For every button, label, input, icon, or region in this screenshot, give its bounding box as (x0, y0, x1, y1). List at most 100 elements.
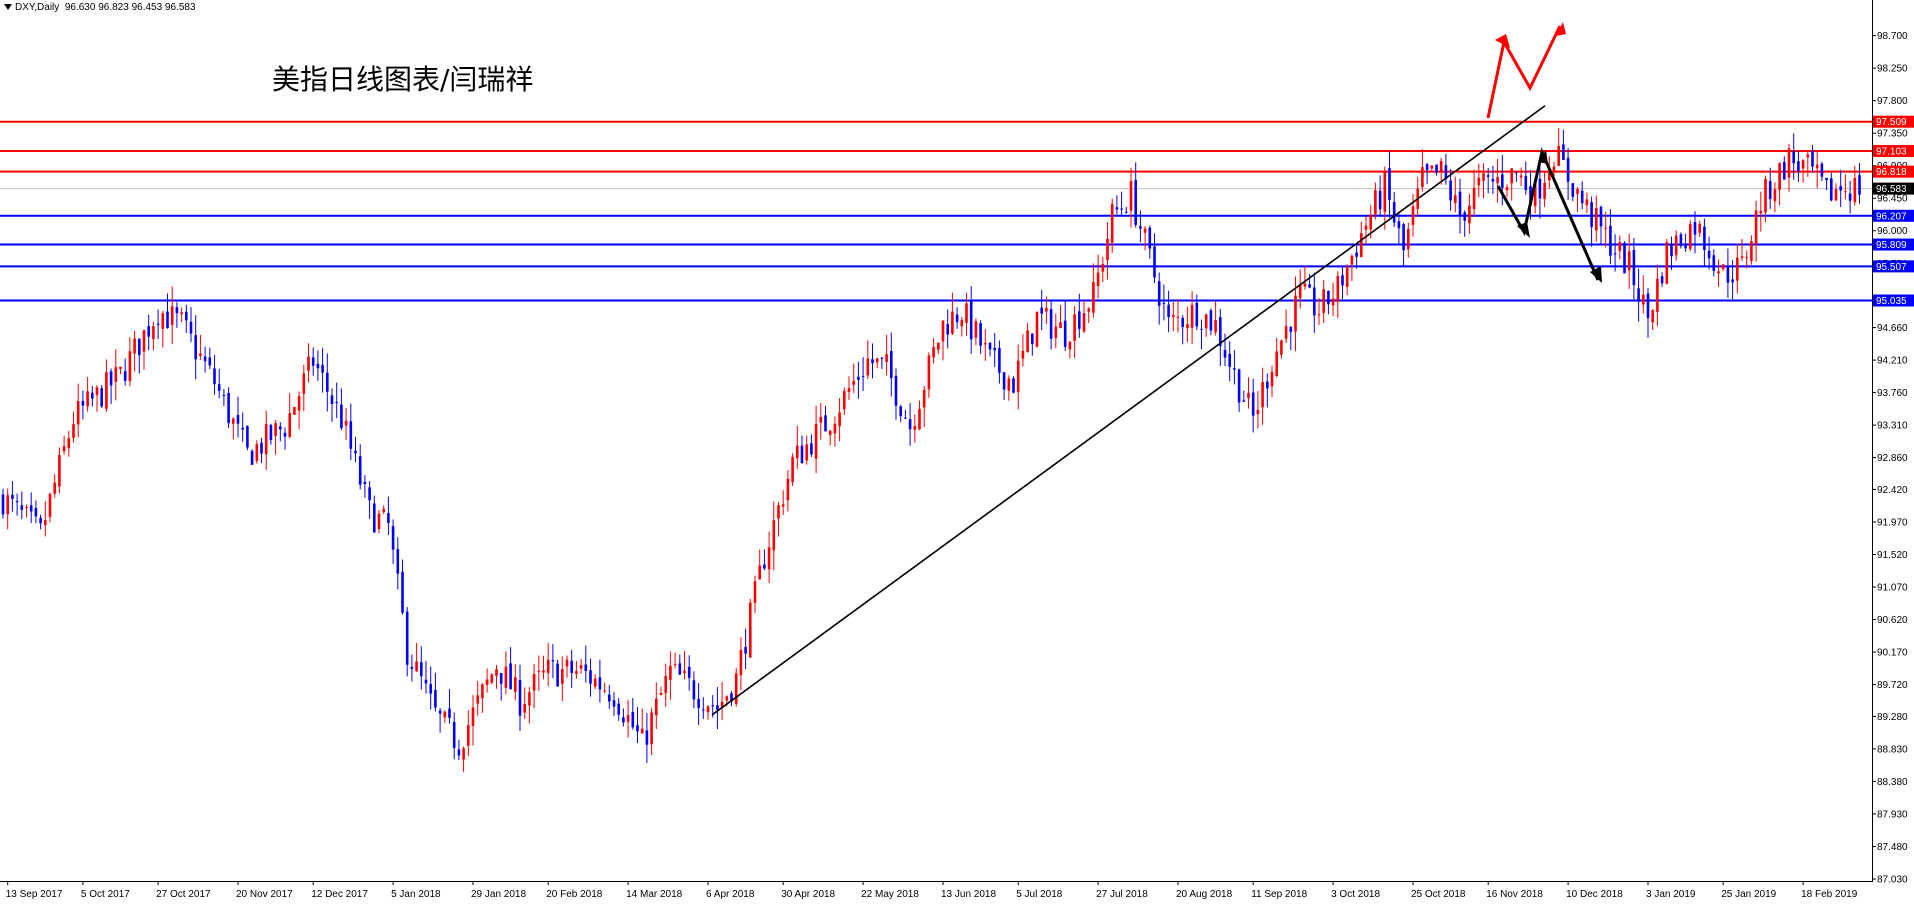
candle (1510, 167, 1513, 201)
candle (1068, 341, 1072, 359)
candle (11, 480, 14, 512)
candle (1134, 162, 1137, 228)
candle (1383, 166, 1387, 230)
candle (269, 423, 273, 445)
candle (1679, 232, 1683, 249)
candle (476, 680, 479, 716)
candle (462, 746, 465, 773)
candle (1087, 306, 1090, 324)
candle (1129, 167, 1133, 228)
svg-text:95.507: 95.507 (1876, 262, 1907, 273)
time-ticks: 13 Sep 2017 5 Oct 2017 27 Oct 2017 20 Nov 2… (6, 881, 1858, 900)
candle (311, 347, 315, 376)
candle (758, 549, 761, 580)
candle (471, 695, 475, 746)
candle (1698, 220, 1701, 238)
candle (340, 388, 343, 431)
candle (1590, 196, 1593, 247)
candle (1665, 238, 1669, 285)
candle (969, 286, 973, 354)
svg-text:95.035: 95.035 (1876, 296, 1907, 307)
candle (692, 671, 696, 709)
candle (1449, 168, 1452, 211)
candle (255, 440, 259, 464)
time-tick-label: 18 Feb 2019 (1801, 889, 1858, 900)
candle (772, 501, 776, 571)
price-tick-label: 98.250 (1877, 64, 1908, 75)
candle (161, 310, 165, 348)
candle (871, 343, 874, 379)
candle (1740, 239, 1744, 261)
candle (448, 689, 451, 724)
ohlc-readout: 96.630 96.823 96.453 96.583 (64, 2, 196, 13)
candle (857, 361, 860, 399)
candle (335, 382, 338, 419)
candle (561, 656, 564, 702)
candle (1195, 294, 1199, 331)
candle (1214, 300, 1217, 336)
candle (48, 492, 52, 523)
candle (133, 330, 136, 372)
candle (1585, 192, 1589, 214)
candle (1646, 288, 1650, 338)
resistance-level-label: 97.103 (1873, 145, 1914, 158)
candle (941, 320, 945, 361)
candle (67, 430, 71, 457)
candle (1101, 256, 1105, 283)
support-level-label: 95.035 (1873, 294, 1914, 307)
candle (1623, 241, 1626, 274)
candle (786, 469, 790, 512)
trendline[interactable] (711, 105, 1546, 716)
candle (424, 661, 428, 694)
candle (279, 422, 282, 442)
candle (1703, 218, 1706, 267)
time-tick-label: 22 May 2018 (861, 889, 919, 900)
chart-header: DXY,Daily 96.630 96.823 96.453 96.583 (4, 2, 196, 13)
candle (960, 316, 964, 337)
candle (1627, 233, 1631, 290)
candle (899, 404, 902, 423)
candle (1176, 299, 1180, 333)
candle (250, 449, 254, 466)
candle (1063, 300, 1067, 351)
candle (1454, 176, 1457, 213)
price-tick-label: 94.210 (1877, 356, 1908, 367)
candle (321, 347, 324, 393)
candle (1736, 243, 1739, 294)
candle (396, 537, 400, 590)
svg-text:95.809: 95.809 (1876, 240, 1907, 251)
candle (138, 338, 141, 374)
price-tick-label: 89.280 (1877, 712, 1908, 723)
candle (777, 501, 780, 537)
candle (965, 292, 968, 336)
candle (819, 403, 823, 440)
candle (401, 559, 404, 615)
candle (824, 405, 827, 432)
candle (890, 332, 893, 397)
candle (1557, 127, 1560, 167)
time-tick-label: 6 Apr 2018 (706, 889, 755, 900)
candles-layer (1, 127, 1861, 773)
time-tick-label: 3 Oct 2018 (1331, 889, 1380, 900)
time-tick-label: 5 Jan 2018 (391, 889, 441, 900)
candle (373, 495, 376, 533)
candle (410, 654, 414, 682)
candle (1726, 248, 1730, 298)
candle (123, 358, 127, 386)
collapse-triangle-icon[interactable] (4, 4, 12, 11)
candle (1515, 171, 1518, 182)
candle (1844, 174, 1847, 200)
candle (810, 434, 813, 458)
candle (1317, 298, 1321, 325)
candle (781, 490, 785, 516)
candle (664, 663, 667, 707)
candle (1219, 308, 1222, 367)
price-tick-label: 91.520 (1877, 550, 1908, 561)
candle (1787, 143, 1791, 192)
candle (565, 655, 569, 678)
candle (15, 493, 19, 516)
candle (796, 425, 799, 470)
price-tick-label: 88.380 (1877, 777, 1908, 788)
candle (1477, 163, 1481, 198)
